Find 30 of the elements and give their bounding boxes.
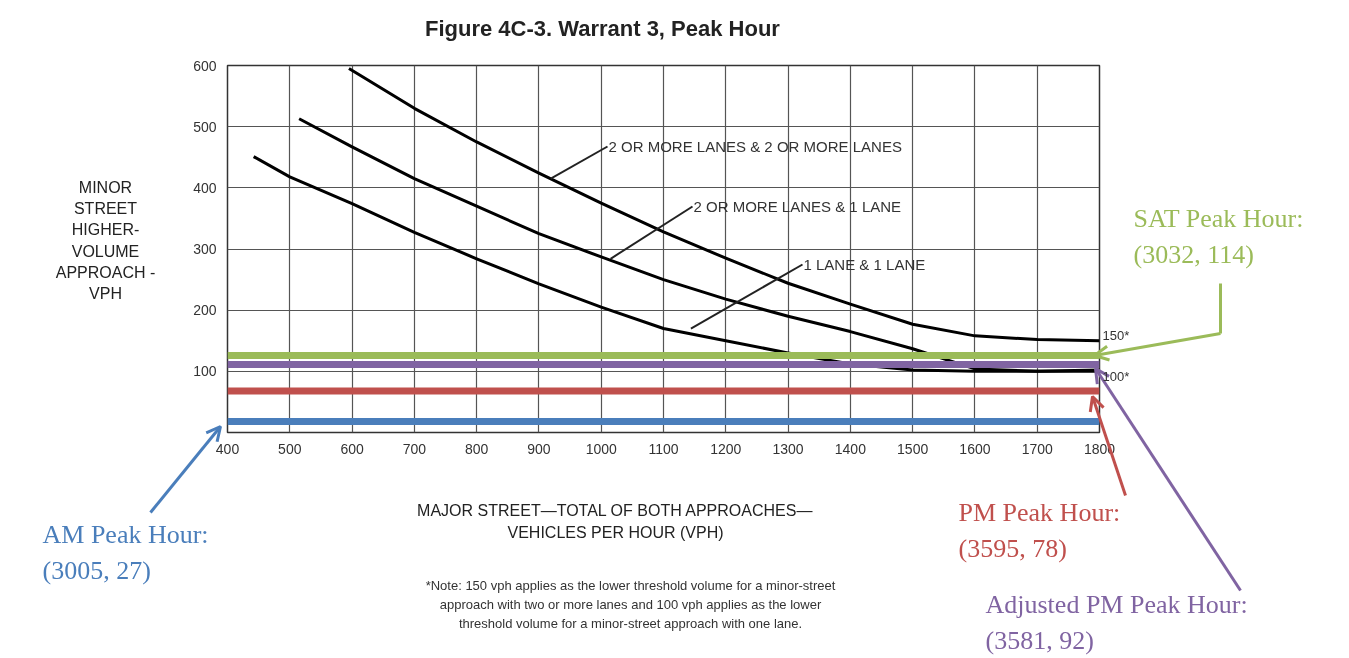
y-tick-label: 600: [193, 57, 217, 74]
x-tick-label: 1700: [1021, 440, 1053, 457]
x-tick-label: 500: [278, 440, 302, 457]
x-axis-title: MAJOR STREET—TOTAL OF BOTH APPROACHES— VEHICLES PER HOUR (VPH): [417, 502, 813, 541]
y-tick-label: 500: [193, 118, 217, 135]
x-tick-label: 400: [215, 440, 240, 457]
y-axis-title: MINOR STREET HIGHER- VOLUME APPROACH - VPH: [55, 178, 156, 303]
annotation: 150*: [1102, 328, 1130, 344]
x-tick-label: 1500: [897, 440, 929, 457]
y-tick-label: 100: [193, 363, 217, 380]
x-tick-label: 700: [402, 440, 427, 457]
y-tick-label: 300: [193, 241, 217, 257]
ref-line-label: Adjusted PM Peak Hour: (3581, 92): [985, 589, 1248, 656]
x-tick-label: 600: [340, 440, 364, 457]
x-tick-label: 800: [464, 440, 489, 457]
text: *Note: 150 vph applies as the lower threshold volume for a minor-street approach with two or more lanes and 100 vph applies as the lower threshold volume for a minor-street approach with one lane.: [425, 578, 836, 631]
y-tick-label: 200: [193, 302, 217, 319]
x-tick-label: 1300: [772, 440, 804, 457]
x-tick-label: 1100: [648, 440, 679, 457]
ref-line-label: PM Peak Hour: (3595, 78): [958, 497, 1121, 564]
x-tick-label: 900: [527, 440, 551, 457]
annotation: 100*: [1102, 368, 1130, 384]
chart-title: Figure 4C-3. Warrant 3, Peak Hour: [424, 16, 781, 41]
x-tick-label: 1400: [834, 440, 867, 457]
x-tick-label: 1600: [959, 440, 991, 457]
x-tick-label: 1000: [585, 440, 617, 457]
x-tick-label: 1200: [710, 440, 742, 457]
ref-line-label: AM Peak Hour: (3005, 27): [42, 519, 209, 586]
ref-line-label: SAT Peak Hour: (3032, 114): [1133, 203, 1304, 270]
y-tick-label: 400: [193, 179, 217, 196]
